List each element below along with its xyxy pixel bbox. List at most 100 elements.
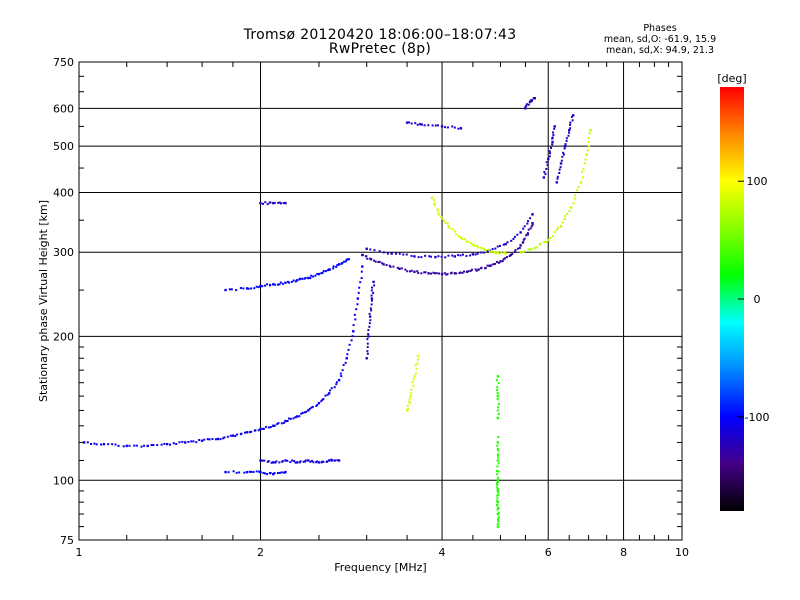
echo-point: [168, 443, 171, 446]
echo-point: [117, 444, 120, 447]
echo-point: [560, 159, 563, 162]
echo-point: [324, 270, 327, 273]
echo-point: [496, 473, 499, 476]
echo-point: [499, 244, 502, 247]
echo-point: [263, 472, 266, 475]
echo-point: [276, 283, 279, 286]
echo-point: [294, 416, 297, 419]
echo-point: [329, 389, 332, 392]
echo-point: [527, 248, 530, 251]
echo-point: [476, 252, 479, 255]
echo-point: [228, 288, 231, 291]
echo-point: [416, 354, 420, 358]
echo-point: [466, 240, 469, 243]
echo-point: [494, 262, 497, 265]
echo-point: [587, 137, 590, 140]
echo-point: [245, 431, 249, 434]
echo-point: [328, 459, 331, 462]
echo-point: [496, 386, 499, 389]
echo-point: [100, 443, 103, 446]
echo-point: [527, 103, 530, 106]
echo-point: [82, 441, 86, 444]
echo-point: [267, 459, 270, 462]
echo-point: [416, 123, 419, 126]
echo-point: [351, 335, 354, 338]
y-tick-label: 500: [53, 140, 74, 153]
echo-point: [261, 202, 264, 205]
echo-point: [282, 201, 285, 204]
echo-point: [406, 404, 409, 407]
echo-point: [523, 250, 526, 253]
echo-point: [310, 274, 313, 277]
echo-point: [459, 254, 462, 257]
y-tick-label: 300: [53, 246, 74, 259]
y-tick-label: 75: [60, 534, 74, 547]
echo-point: [240, 432, 243, 435]
echo-point: [497, 511, 500, 514]
echo-point: [559, 225, 563, 228]
echo-point: [486, 250, 489, 253]
echo-point: [497, 480, 500, 483]
echo-point: [408, 397, 411, 400]
echo-point: [366, 346, 369, 349]
echo-point: [342, 364, 345, 367]
echo-point: [553, 231, 556, 234]
echo-point: [370, 289, 373, 292]
echo-point: [290, 280, 293, 283]
echo-point: [280, 471, 283, 474]
echo-point: [457, 127, 460, 130]
echo-point: [284, 201, 287, 205]
echo-point: [436, 208, 439, 211]
echo-point: [125, 444, 128, 448]
echo-point: [146, 444, 149, 448]
echo-point: [504, 252, 507, 255]
echo-point: [135, 444, 138, 447]
echo-point: [440, 272, 444, 276]
echo-point: [140, 445, 143, 448]
echo-point: [565, 212, 568, 215]
echo-point: [437, 213, 440, 216]
echo-point: [178, 441, 181, 444]
echo-point: [502, 258, 505, 261]
echo-point: [367, 335, 370, 338]
echo-point: [333, 386, 336, 389]
echo-point: [259, 284, 262, 288]
echo-point: [353, 313, 356, 316]
echo-point: [360, 277, 363, 280]
echo-point: [259, 459, 262, 462]
echo-point: [281, 282, 284, 285]
echo-point: [281, 460, 284, 463]
echo-point: [446, 273, 449, 276]
echo-point: [371, 286, 374, 289]
echo-point: [525, 234, 528, 237]
echo-point: [563, 147, 566, 150]
echo-point: [461, 253, 464, 256]
echo-point: [533, 246, 536, 250]
echo-point: [556, 226, 559, 229]
echo-point: [496, 512, 500, 516]
echo-point: [277, 201, 280, 204]
echo-point: [533, 96, 536, 100]
echo-point: [321, 271, 324, 274]
echo-point: [445, 273, 448, 276]
echo-point: [505, 256, 508, 259]
echo-point: [424, 271, 427, 274]
echo-point: [324, 394, 327, 397]
echo-point: [453, 126, 456, 129]
echo-point: [409, 394, 412, 398]
echo-point: [543, 241, 546, 244]
echo-point: [414, 364, 417, 367]
echo-point: [448, 227, 451, 230]
echo-point: [311, 405, 314, 408]
echo-point: [250, 430, 253, 433]
echo-point: [382, 251, 385, 254]
echo-point: [414, 122, 417, 125]
echo-point: [519, 231, 522, 234]
echo-point: [424, 254, 427, 257]
echo-point: [428, 255, 431, 258]
echo-point: [263, 459, 266, 462]
echo-point: [302, 460, 305, 463]
echo-point: [341, 369, 344, 372]
echo-point: [511, 253, 514, 256]
echo-point: [266, 203, 269, 206]
